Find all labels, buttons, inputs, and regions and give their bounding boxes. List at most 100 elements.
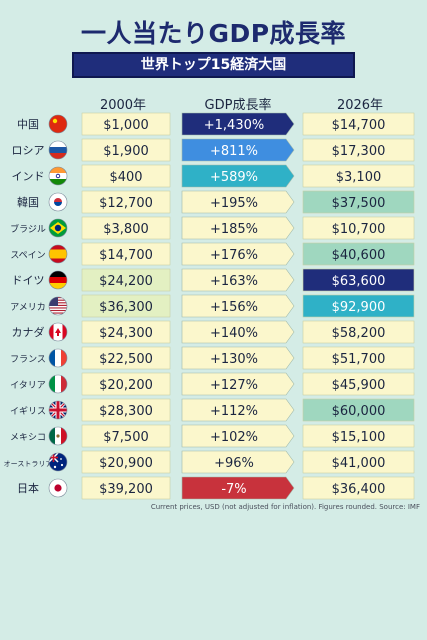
gdp-2026-cell-bg xyxy=(302,216,415,240)
gdp-2026-cell-bg xyxy=(302,294,415,318)
gdp-2000-cell: $400 xyxy=(109,170,142,185)
table-row: 日本 $39,200 -7% $36,400 xyxy=(17,476,415,500)
country-label: ブラジル xyxy=(10,223,46,235)
gdp-2026-cell: $15,100 xyxy=(332,430,386,445)
growth-cell-bg xyxy=(181,346,295,370)
growth-cell: +811% xyxy=(210,144,258,159)
gdp-2026-cell-bg xyxy=(302,164,415,188)
table-row: カナダ $24,300 +140% $58,200 xyxy=(12,320,415,344)
gdp-2026-cell: $10,700 xyxy=(332,222,386,237)
gdp-2026-cell: $60,000 xyxy=(332,404,386,419)
growth-cell-bg xyxy=(181,450,295,474)
growth-cell-bg xyxy=(181,138,295,162)
gdp-2000-cell: $22,500 xyxy=(99,352,153,367)
japan-flag xyxy=(49,479,67,497)
country-label: イタリア xyxy=(10,380,46,391)
growth-cell: +140% xyxy=(210,326,258,341)
table-row: メキシコ $7,500 +102% $15,100 xyxy=(10,424,415,448)
growth-cell: +156% xyxy=(210,300,258,315)
gdp-2000-cell-bg xyxy=(81,112,171,136)
gdp-2000-cell: $24,300 xyxy=(99,326,153,341)
growth-cell: +96% xyxy=(214,456,254,471)
column-header-2026: 2026年 xyxy=(336,98,384,113)
growth-cell: +130% xyxy=(210,352,258,367)
table-row: スペイン $14,700 +176% $40,600 xyxy=(10,242,415,266)
gdp-2000-cell-bg xyxy=(81,320,171,344)
growth-cell-bg xyxy=(181,294,295,318)
gdp-2000-cell: $28,300 xyxy=(99,404,153,419)
table-row: アメリカ $36,300 +156% $92,900 xyxy=(10,294,415,318)
gdp-2000-cell-bg xyxy=(81,138,171,162)
table-row: オーストラリア $20,900 +96% $41,000 xyxy=(4,450,415,474)
spain-flag xyxy=(49,245,67,263)
table-row: イギリス $28,300 +112% $60,000 xyxy=(10,398,415,422)
growth-cell: -7% xyxy=(221,482,246,497)
table-row: ブラジル $3,800 +185% $10,700 xyxy=(10,216,415,240)
gdp-2026-cell: $40,600 xyxy=(332,248,386,263)
country-label: アメリカ xyxy=(10,302,46,313)
country-label: メキシコ xyxy=(10,433,46,443)
china-flag xyxy=(49,115,67,133)
gdp-2000-cell: $14,700 xyxy=(99,248,153,263)
growth-cell-bg xyxy=(181,424,295,448)
country-label: カナダ xyxy=(12,325,45,339)
table-row: 中国 $1,000 +1,430% $14,700 xyxy=(17,112,415,136)
gdp-2000-cell-bg xyxy=(81,164,171,188)
australia-flag xyxy=(49,453,67,471)
gdp-2000-cell-bg xyxy=(81,216,171,240)
gdp-2000-cell-bg xyxy=(81,242,171,266)
gdp-2000-cell: $24,200 xyxy=(99,274,153,289)
table-row: 韓国 $12,700 +195% $37,500 xyxy=(17,190,415,214)
subtitle-banner: 世界トップ15経済大国 xyxy=(72,52,355,78)
growth-cell-bg xyxy=(181,242,295,266)
gdp-2026-cell-bg xyxy=(302,190,415,214)
country-label: フランス xyxy=(10,354,46,365)
country-label: 日本 xyxy=(17,481,39,495)
growth-cell: +1,430% xyxy=(204,118,264,133)
uk-flag xyxy=(49,401,67,419)
growth-cell-bg xyxy=(181,216,295,240)
germany-flag xyxy=(49,271,67,289)
table-row: フランス $22,500 +130% $51,700 xyxy=(10,346,415,370)
gdp-2000-cell-bg xyxy=(81,450,171,474)
country-label: ロシア xyxy=(12,144,45,157)
country-label: 中国 xyxy=(17,118,39,131)
country-label: イギリス xyxy=(10,406,46,417)
source-footnote: Current prices, USD (not adjusted for in… xyxy=(150,503,420,511)
growth-cell: +163% xyxy=(210,274,258,289)
gdp-2000-cell: $20,200 xyxy=(99,378,153,393)
india-flag xyxy=(49,167,67,185)
italy-flag xyxy=(49,375,67,393)
gdp-2000-cell-bg xyxy=(81,190,171,214)
russia-flag xyxy=(49,141,67,159)
table-row: ドイツ $24,200 +163% $63,600 xyxy=(12,268,415,292)
gdp-2026-cell-bg xyxy=(302,476,415,500)
gdp-2000-cell-bg xyxy=(81,294,171,318)
growth-cell: +176% xyxy=(210,248,258,263)
gdp-2026-cell: $41,000 xyxy=(332,456,386,471)
column-header-growth: GDP成長率 xyxy=(204,98,272,113)
growth-cell-bg xyxy=(181,190,295,214)
france-flag xyxy=(49,349,67,367)
gdp-2026-cell: $92,900 xyxy=(332,300,386,315)
gdp-2026-cell-bg xyxy=(302,320,415,344)
gdp-2026-cell: $3,100 xyxy=(336,170,382,185)
country-label: ドイツ xyxy=(12,274,45,287)
column-header-2000: 2000年 xyxy=(99,98,147,113)
gdp-2000-cell: $3,800 xyxy=(103,222,149,237)
table-row: インド $400 +589% $3,100 xyxy=(12,164,415,188)
growth-cell-bg xyxy=(181,398,295,422)
gdp-2026-cell: $17,300 xyxy=(332,144,386,159)
gdp-2026-cell: $14,700 xyxy=(332,118,386,133)
gdp-2000-cell: $7,500 xyxy=(103,430,149,445)
gdp-2026-cell-bg xyxy=(302,112,415,136)
gdp-2026-cell: $37,500 xyxy=(332,196,386,211)
growth-cell-bg xyxy=(181,320,295,344)
gdp-2026-cell-bg xyxy=(302,268,415,292)
gdp-2026-cell: $45,900 xyxy=(332,378,386,393)
gdp-2000-cell-bg xyxy=(81,476,171,500)
gdp-2000-cell: $20,900 xyxy=(99,456,153,471)
gdp-2000-cell-bg xyxy=(81,398,171,422)
